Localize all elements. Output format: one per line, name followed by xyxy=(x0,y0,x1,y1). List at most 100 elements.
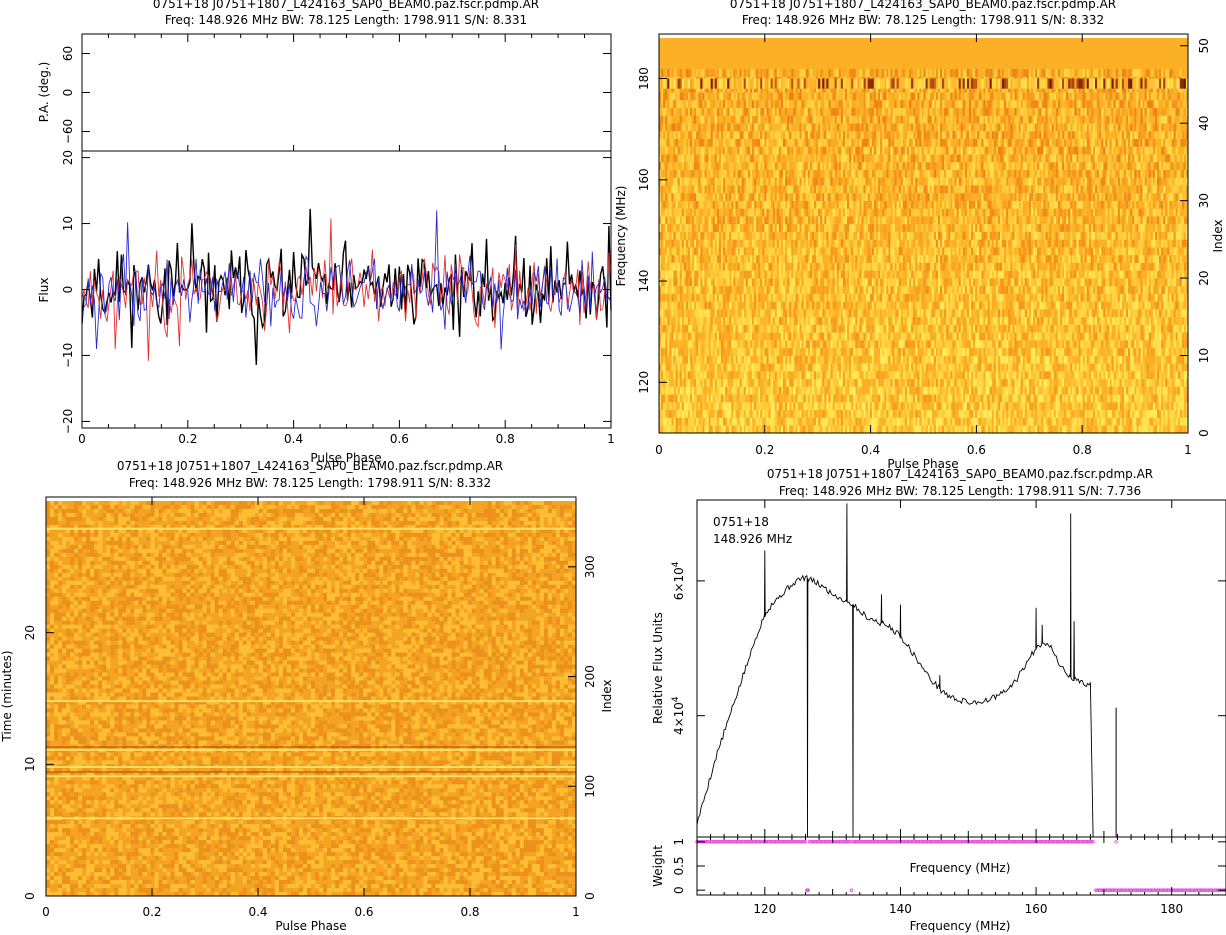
freq-phase-cell xyxy=(1173,316,1176,325)
freq-phase-cell xyxy=(1086,417,1090,426)
freq-phase-cell xyxy=(1144,324,1147,333)
freq-phase-cell xyxy=(946,293,949,302)
freq-phase-cell xyxy=(1169,293,1172,302)
freq-phase-cell xyxy=(700,316,703,325)
freq-phase-cell xyxy=(890,332,893,341)
freq-phase-cell xyxy=(1055,309,1059,318)
freq-phase-cell xyxy=(673,355,676,364)
freq-phase-cell xyxy=(659,340,662,349)
freq-phase-cell xyxy=(894,347,897,356)
freq-phase-cell xyxy=(1072,355,1075,364)
freq-phase-cell xyxy=(778,355,782,364)
freq-phase-cell xyxy=(923,386,926,395)
freq-phase-cell xyxy=(884,332,887,341)
freq-phase-cell xyxy=(1053,278,1057,287)
freq-phase-cell xyxy=(882,340,885,349)
freq-phase-cell xyxy=(675,262,678,271)
freq-phase-cell xyxy=(964,363,968,372)
freq-phase-cell xyxy=(1136,417,1139,426)
freq-phase-cell xyxy=(944,270,947,279)
freq-phase-cell xyxy=(863,270,866,279)
freq-phase-cell xyxy=(1097,417,1100,426)
freq-phase-cell xyxy=(1020,378,1023,387)
freq-phase-cell xyxy=(1004,340,1007,349)
freq-phase-cell xyxy=(1061,417,1065,426)
freq-phase-cell xyxy=(979,278,982,287)
freq-phase-cell xyxy=(950,394,953,403)
freq-phase-cell xyxy=(968,386,972,395)
freq-phase-cell xyxy=(820,363,823,372)
freq-phase-cell xyxy=(838,386,842,395)
freq-phase-cell xyxy=(770,363,773,372)
freq-phase-cell xyxy=(782,270,786,279)
freq-phase-cell xyxy=(685,363,689,372)
freq-phase-cell xyxy=(987,340,990,349)
freq-phase-cell xyxy=(1064,285,1067,294)
freq-phase-cell xyxy=(962,293,966,302)
freq-phase-cell xyxy=(940,301,943,310)
freq-phase-cell xyxy=(671,363,674,372)
freq-phase-cell xyxy=(745,417,749,426)
freq-phase-cell xyxy=(698,378,701,387)
freq-phase-cell xyxy=(725,409,728,418)
freq-phase-cell xyxy=(832,285,835,294)
freq-phase-cell xyxy=(820,355,823,364)
freq-phase-cell xyxy=(931,340,935,349)
freq-phase-cell xyxy=(935,316,939,325)
freq-phase-cell xyxy=(1132,316,1135,325)
freq-phase-cell xyxy=(882,324,885,333)
freq-phase-cell xyxy=(923,270,926,279)
freq-phase-cell xyxy=(1113,386,1116,395)
freq-phase-cell xyxy=(944,340,947,349)
freq-phase-cell xyxy=(948,309,951,318)
freq-phase-cell xyxy=(1033,340,1036,349)
freq-phase-cell xyxy=(983,386,986,395)
freq-phase-cell xyxy=(797,363,800,372)
freq-phase-cell xyxy=(1051,409,1054,418)
freq-phase-cell xyxy=(911,386,914,395)
freq-phase-cell xyxy=(671,285,674,294)
freq-phase-cell xyxy=(745,332,749,341)
freq-phase-cell xyxy=(838,355,842,364)
freq-phase-cell xyxy=(1082,378,1085,387)
freq-phase-cell xyxy=(1014,394,1017,403)
freq-phase-cell xyxy=(1095,363,1098,372)
freq-phase-cell xyxy=(844,293,848,302)
freq-phase-cell xyxy=(880,386,883,395)
freq-phase-cell xyxy=(749,417,753,426)
freq-phase-cell xyxy=(799,363,802,372)
freq-phase-cell xyxy=(878,270,881,279)
freq-phase-cell xyxy=(766,340,769,349)
freq-phase-cell xyxy=(857,378,860,387)
freq-phase-cell xyxy=(1074,309,1077,318)
freq-phase-cell xyxy=(807,402,811,411)
freq-phase-cell xyxy=(1043,301,1046,310)
freq-phase-cell xyxy=(770,409,773,418)
freq-phase-cell xyxy=(778,417,782,426)
freq-phase-cell xyxy=(830,262,833,271)
freq-phase-cell xyxy=(791,278,794,287)
freq-phase-cell xyxy=(1055,301,1059,310)
freq-phase-cell xyxy=(733,332,736,341)
freq-phase-cell xyxy=(816,293,819,302)
freq-phase-cell xyxy=(1082,409,1085,418)
freq-phase-cell xyxy=(892,355,895,364)
freq-phase-cell xyxy=(780,371,784,380)
freq-phase-cell xyxy=(964,285,968,294)
freq-phase-cell xyxy=(789,293,792,302)
freq-phase-cell xyxy=(706,347,709,356)
freq-phase-cell xyxy=(1022,394,1026,403)
freq-phase-cell xyxy=(838,332,842,341)
freq-phase-cell xyxy=(925,355,928,364)
freq-phase-cell xyxy=(844,316,848,325)
freq-phase-cell xyxy=(865,371,869,380)
freq-phase-cell xyxy=(801,340,804,349)
freq-phase-cell xyxy=(1157,262,1160,271)
freq-phase-cell xyxy=(1088,324,1092,333)
freq-phase-cell xyxy=(966,293,970,302)
freq-phase-cell xyxy=(745,386,749,395)
freq-phase-cell xyxy=(838,363,842,372)
freq-phase-cell xyxy=(661,340,664,349)
freq-phase-cell xyxy=(1150,417,1154,426)
freq-phase-cell xyxy=(987,316,990,325)
